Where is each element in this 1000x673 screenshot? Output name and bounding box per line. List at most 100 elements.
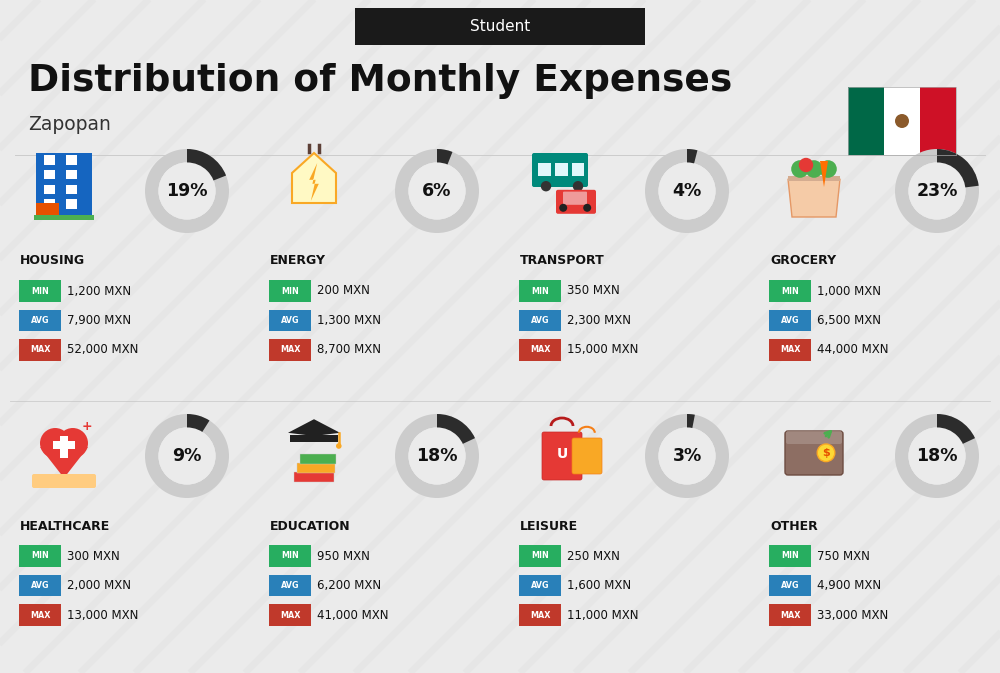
FancyBboxPatch shape [269,280,311,302]
Text: 6,200 MXN: 6,200 MXN [317,579,381,592]
Circle shape [895,114,909,128]
Circle shape [408,427,466,485]
FancyBboxPatch shape [66,199,77,209]
Polygon shape [288,419,340,436]
Text: U: U [556,447,568,461]
Text: MIN: MIN [281,287,299,295]
FancyBboxPatch shape [53,441,75,449]
Text: OTHER: OTHER [770,520,818,532]
Circle shape [908,162,966,219]
Circle shape [658,427,716,485]
FancyBboxPatch shape [44,155,55,165]
FancyBboxPatch shape [519,310,561,331]
Circle shape [895,149,979,233]
Text: 2,300 MXN: 2,300 MXN [567,314,631,327]
Text: MAX: MAX [280,345,300,355]
Circle shape [158,427,216,485]
Text: 4,900 MXN: 4,900 MXN [817,579,881,592]
FancyBboxPatch shape [785,431,843,475]
Wedge shape [687,414,695,456]
FancyBboxPatch shape [848,87,884,155]
FancyBboxPatch shape [563,192,587,205]
Text: AVG: AVG [531,316,549,325]
FancyBboxPatch shape [297,463,335,473]
FancyBboxPatch shape [19,545,61,567]
FancyBboxPatch shape [294,472,334,482]
Polygon shape [788,179,840,217]
FancyBboxPatch shape [556,190,596,214]
FancyBboxPatch shape [769,604,811,626]
Text: 300 MXN: 300 MXN [67,549,120,563]
Circle shape [158,162,216,219]
Text: 2,000 MXN: 2,000 MXN [67,579,131,592]
Circle shape [408,427,466,485]
FancyBboxPatch shape [920,87,956,155]
Text: MIN: MIN [31,551,49,561]
Text: 33,000 MXN: 33,000 MXN [817,608,888,621]
FancyBboxPatch shape [519,575,561,596]
Wedge shape [937,414,975,456]
Text: 250 MXN: 250 MXN [567,549,620,563]
Circle shape [658,427,716,485]
Wedge shape [437,414,475,456]
Text: 6,500 MXN: 6,500 MXN [817,314,881,327]
Text: 4%: 4% [672,182,702,200]
Text: 1,600 MXN: 1,600 MXN [567,579,631,592]
Text: MAX: MAX [280,610,300,620]
Text: 44,000 MXN: 44,000 MXN [817,343,889,357]
FancyBboxPatch shape [532,153,588,187]
Text: MIN: MIN [281,551,299,561]
Circle shape [817,444,835,462]
FancyBboxPatch shape [355,8,645,45]
Text: 41,000 MXN: 41,000 MXN [317,608,388,621]
FancyBboxPatch shape [269,339,311,361]
Text: 23%: 23% [916,182,958,200]
FancyBboxPatch shape [19,604,61,626]
Text: 18%: 18% [916,447,958,465]
FancyBboxPatch shape [769,280,811,302]
Text: Student: Student [470,19,530,34]
Text: MIN: MIN [781,287,799,295]
FancyBboxPatch shape [519,339,561,361]
Text: MAX: MAX [530,345,550,355]
Circle shape [645,414,729,498]
Wedge shape [687,149,697,191]
Circle shape [819,160,837,178]
FancyBboxPatch shape [769,575,811,596]
FancyBboxPatch shape [269,604,311,626]
FancyBboxPatch shape [32,474,96,488]
Text: 9%: 9% [172,447,202,465]
Text: 200 MXN: 200 MXN [317,285,370,297]
Circle shape [158,427,216,485]
FancyBboxPatch shape [519,280,561,302]
Circle shape [158,162,216,219]
Circle shape [805,160,823,178]
Text: AVG: AVG [31,581,49,590]
FancyBboxPatch shape [19,575,61,596]
FancyBboxPatch shape [44,199,55,209]
Wedge shape [187,414,210,456]
Polygon shape [309,163,319,201]
FancyBboxPatch shape [269,310,311,331]
FancyBboxPatch shape [66,184,77,194]
FancyBboxPatch shape [19,280,61,302]
Circle shape [658,162,716,219]
Circle shape [908,162,966,219]
Circle shape [791,160,809,178]
Text: MIN: MIN [781,551,799,561]
Circle shape [908,427,966,485]
FancyBboxPatch shape [269,545,311,567]
Text: 3%: 3% [672,447,702,465]
Text: 950 MXN: 950 MXN [317,549,370,563]
Polygon shape [820,161,828,187]
Text: Distribution of Monthly Expenses: Distribution of Monthly Expenses [28,63,732,99]
Text: MIN: MIN [31,287,49,295]
FancyBboxPatch shape [769,545,811,567]
Text: 1,200 MXN: 1,200 MXN [67,285,131,297]
Text: 11,000 MXN: 11,000 MXN [567,608,639,621]
Polygon shape [292,153,336,203]
Circle shape [583,204,591,212]
Text: MAX: MAX [530,610,550,620]
Circle shape [658,162,716,219]
Text: 1,000 MXN: 1,000 MXN [817,285,881,297]
